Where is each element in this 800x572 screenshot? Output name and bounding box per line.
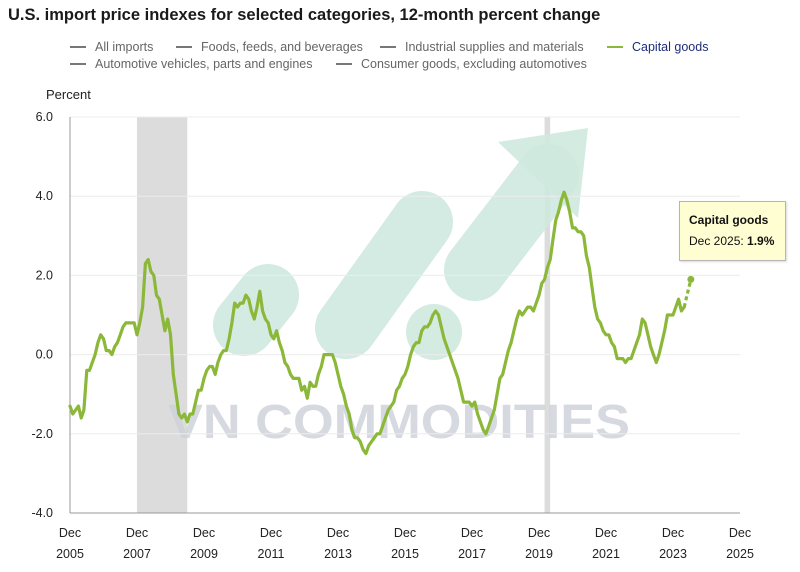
- series-line-dashed: [682, 279, 693, 308]
- legend-item-capital-goods[interactable]: Capital goods: [607, 40, 708, 54]
- y-gridlines: [70, 116, 740, 435]
- legend-item-automotive[interactable]: Automotive vehicles, parts and engines: [70, 57, 313, 71]
- x-tick-month: Dec: [595, 526, 617, 540]
- y-tick-label: 0.0: [36, 348, 53, 362]
- legend-label: Industrial supplies and materials: [405, 40, 584, 54]
- legend-swatch: [70, 63, 86, 65]
- y-tick-label: 6.0: [36, 110, 53, 124]
- x-tick-month: Dec: [260, 526, 282, 540]
- tooltip-row: Dec 2025: 1.9%: [689, 234, 774, 248]
- series-point-last: [687, 275, 695, 283]
- x-tick-month: Dec: [193, 526, 215, 540]
- legend-label: All imports: [95, 40, 154, 54]
- x-tick-year: 2011: [258, 547, 285, 561]
- legend-label: Capital goods: [632, 40, 709, 54]
- y-tick-label: -2.0: [31, 427, 53, 441]
- legend-label: Automotive vehicles, parts and engines: [95, 57, 313, 71]
- legend-item-all-imports[interactable]: All imports: [70, 40, 153, 54]
- x-tick-year: 2019: [525, 547, 553, 561]
- tooltip: Capital goods Dec 2025: 1.9%: [679, 201, 786, 261]
- legend-swatch: [380, 46, 396, 48]
- watermark-text: VN COMMODITIES: [168, 396, 630, 449]
- tooltip-title: Capital goods: [689, 213, 769, 227]
- legend-swatch: [176, 46, 192, 48]
- y-axis-label: Percent: [46, 87, 91, 102]
- legend-label: Consumer goods, excluding automotives: [361, 57, 587, 71]
- x-tick-year: 2009: [190, 547, 218, 561]
- watermark: VN COMMODITIES: [168, 128, 630, 449]
- x-tick-year: 2007: [123, 547, 151, 561]
- x-tick-year: 2013: [324, 547, 352, 561]
- series-line: [68, 190, 686, 456]
- legend-swatch: [70, 46, 86, 48]
- x-tick-year: 2017: [458, 547, 486, 561]
- legend-swatch: [336, 63, 352, 65]
- y-tick-label: 4.0: [36, 189, 53, 203]
- x-tick-month: Dec: [729, 526, 751, 540]
- x-tick-month: Dec: [662, 526, 684, 540]
- x-tick-month: Dec: [528, 526, 550, 540]
- tooltip-label: Dec 2025:: [689, 234, 744, 248]
- x-tick-year: 2025: [726, 547, 754, 561]
- series-capital-goods: [68, 190, 695, 456]
- x-tick-month: Dec: [126, 526, 148, 540]
- x-tick-year: 2005: [56, 547, 84, 561]
- chart-title: U.S. import price indexes for selected c…: [8, 6, 601, 24]
- legend-item-consumer-goods[interactable]: Consumer goods, excluding automotives: [336, 57, 587, 71]
- x-tick-month: Dec: [327, 526, 349, 540]
- legend-item-foods[interactable]: Foods, feeds, and beverages: [176, 40, 363, 54]
- legend-swatch: [607, 46, 623, 48]
- legend-label: Foods, feeds, and beverages: [201, 40, 363, 54]
- watermark-bar: [444, 144, 579, 301]
- recession-band: [544, 117, 551, 513]
- x-tick-year: 2021: [592, 547, 620, 561]
- x-tick-year: 2015: [391, 547, 419, 561]
- x-tick-month: Dec: [394, 526, 416, 540]
- axes: 6.0 4.0 2.0 0.0 -2.0 -4.0 Dec 2005 Dec 2007 Dec 200…: [31, 110, 753, 561]
- x-tick-month: Dec: [59, 526, 81, 540]
- y-tick-label: -4.0: [31, 506, 53, 520]
- tooltip-value: 1.9%: [747, 234, 775, 248]
- x-tick-year: 2023: [659, 547, 687, 561]
- legend-item-industrial[interactable]: Industrial supplies and materials: [380, 40, 584, 54]
- y-tick-label: 2.0: [36, 268, 53, 282]
- x-tick-month: Dec: [461, 526, 483, 540]
